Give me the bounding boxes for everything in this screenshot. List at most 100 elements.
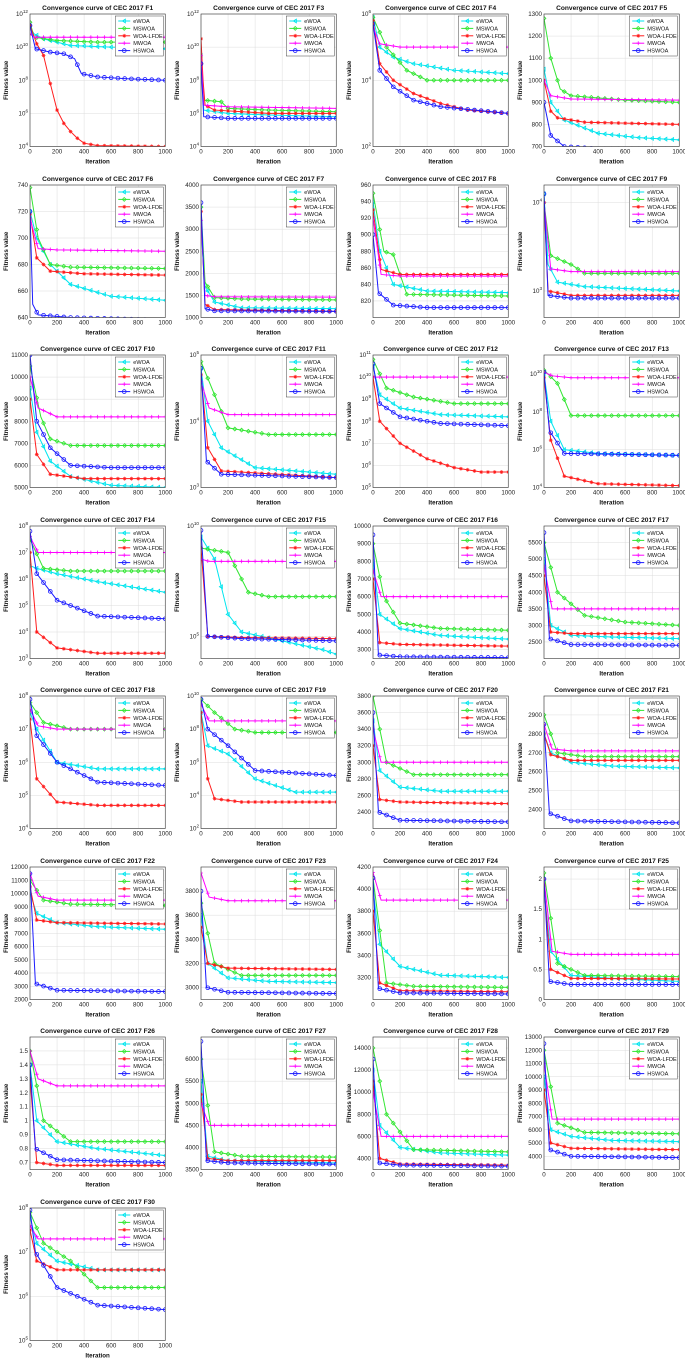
y-tick-label: 660	[18, 288, 29, 295]
series-marker-WOA-LFDE	[48, 269, 52, 273]
series-marker-WOA-LFDE	[150, 477, 154, 481]
legend-marker-WOA-LFDE	[122, 204, 126, 208]
series-marker-WOA-LFDE	[247, 110, 251, 114]
y-tick-label: 2800	[528, 731, 542, 738]
series-marker-WOA-LFDE	[664, 483, 668, 487]
chart-title: Convergence curve of CEC 2017 F23	[212, 858, 327, 865]
series-marker-WOA-LFDE	[96, 921, 100, 925]
y-tick-label: 3000	[14, 983, 28, 990]
x-tick-label: 600	[448, 660, 459, 667]
y-tick-label: 5000	[185, 1100, 199, 1107]
series-marker-WOA-LFDE	[253, 111, 257, 115]
y-tick-label: 10000	[353, 1089, 371, 1096]
series-marker-WOA-LFDE	[398, 642, 402, 646]
x-tick-label: 400	[250, 149, 261, 156]
series-marker-WOA-LFDE	[69, 1267, 73, 1271]
x-tick-label: 200	[566, 1001, 577, 1008]
legend-label: WOA-LFDE	[647, 204, 677, 210]
series-marker-WOA-LFDE	[562, 631, 566, 635]
legend-label: WOA-LFDE	[305, 204, 335, 210]
y-tick-label: 3400	[357, 952, 371, 959]
x-tick-label: 600	[106, 1001, 117, 1008]
y-tick-label: 5000	[528, 1140, 542, 1147]
y-tick-label: 3500	[185, 204, 199, 211]
y-tick-label: 9000	[528, 1087, 542, 1094]
series-marker-WOA-LFDE	[384, 983, 388, 987]
series-marker-WOA-LFDE	[569, 758, 573, 762]
x-axis-label: Iteration	[599, 670, 624, 677]
x-tick-label: 200	[394, 831, 405, 838]
x-axis-label: Iteration	[85, 159, 110, 166]
y-tick-label: 9000	[14, 396, 28, 403]
x-tick-label: 800	[647, 490, 658, 497]
legend-label: MWOA	[476, 41, 494, 47]
legend-label: eWOA	[647, 190, 664, 196]
series-marker-HSWOA	[603, 147, 607, 151]
x-tick-label: 600	[277, 1001, 288, 1008]
legend-label: HSWOA	[647, 731, 668, 737]
legend-label: WOA-LFDE	[305, 886, 335, 892]
x-tick-label: 600	[448, 319, 459, 326]
y-tick-label: 104	[532, 197, 542, 206]
series-marker-WOA-LFDE	[596, 976, 600, 980]
series-marker-WOA-LFDE	[670, 1148, 674, 1152]
legend-label: HSWOA	[305, 219, 326, 225]
series-marker-WOA-LFDE	[42, 918, 46, 922]
legend-label: MWOA	[133, 41, 151, 47]
x-tick-label: 600	[277, 660, 288, 667]
y-tick-label: 1.5	[533, 906, 542, 913]
x-tick-label: 0	[28, 831, 32, 838]
legend-label: eWOA	[476, 360, 493, 366]
x-tick-label: 600	[277, 831, 288, 838]
series-marker-WOA-LFDE	[555, 970, 559, 974]
x-tick-label: 400	[593, 490, 604, 497]
series-marker-WOA-LFDE	[96, 144, 100, 148]
legend-label: HSWOA	[647, 901, 668, 907]
series-marker-WOA-LFDE	[630, 976, 634, 980]
x-tick-label: 400	[593, 319, 604, 326]
legend-label: MWOA	[305, 894, 323, 900]
legend-label: MWOA	[305, 553, 323, 559]
y-tick-label: 108	[190, 724, 200, 733]
x-tick-label: 800	[476, 490, 487, 497]
legend-label: eWOA	[133, 190, 150, 196]
legend-label: MWOA	[133, 1064, 151, 1070]
y-tick-label: 106	[19, 108, 29, 117]
chart-title: Convergence curve of CEC 2017 F27	[212, 1028, 327, 1035]
series-marker-WOA-LFDE	[136, 144, 140, 148]
y-tick-label: 2600	[357, 792, 371, 799]
series-marker-WOA-LFDE	[643, 483, 647, 487]
x-tick-label: 800	[133, 1342, 144, 1349]
x-tick-label: 800	[133, 149, 144, 156]
series-marker-WOA-LFDE	[109, 1267, 113, 1271]
series-marker-WOA-LFDE	[62, 801, 66, 805]
y-axis-label: Fitness value	[174, 913, 181, 953]
series-marker-WOA-LFDE	[452, 466, 456, 470]
series-marker-WOA-LFDE	[62, 270, 66, 274]
y-tick-label: 6000	[185, 1056, 199, 1063]
x-tick-label: 800	[133, 1001, 144, 1008]
series-marker-WOA-LFDE	[69, 647, 73, 651]
y-axis-label: Fitness value	[174, 231, 181, 271]
x-tick-label: 400	[593, 149, 604, 156]
legend-label: WOA-LFDE	[133, 375, 163, 381]
x-tick-label: 0	[542, 1001, 546, 1008]
x-tick-label: 0	[371, 831, 375, 838]
y-tick-label: 1000	[528, 77, 542, 84]
legend-label: WOA-LFDE	[476, 34, 506, 40]
x-tick-label: 0	[542, 831, 546, 838]
y-tick-label: 3200	[357, 974, 371, 981]
series-marker-WOA-LFDE	[240, 110, 244, 114]
y-tick-label: 1.1	[19, 1104, 28, 1111]
legend-label: MSWOA	[305, 708, 327, 714]
series-marker-WOA-LFDE	[492, 644, 496, 648]
